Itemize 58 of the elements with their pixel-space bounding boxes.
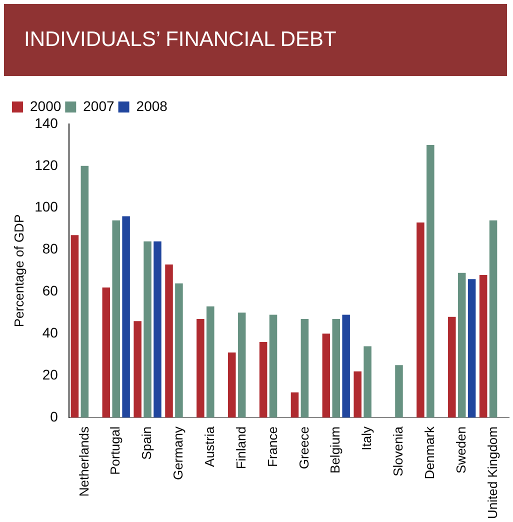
y-tick-label: 140 xyxy=(34,114,58,131)
x-tick-label: Germany xyxy=(170,426,186,480)
y-tick-label: 80 xyxy=(42,240,58,257)
y-tick-label: 40 xyxy=(42,324,58,341)
bar xyxy=(144,241,152,418)
x-tick-label: France xyxy=(264,426,280,467)
x-tick-label: Austria xyxy=(202,426,217,467)
bar xyxy=(269,314,278,418)
x-tick-label: Netherlands xyxy=(76,426,92,497)
y-tick-label: 60 xyxy=(42,282,58,299)
x-tick-label: Spain xyxy=(139,426,154,460)
y-tick-label: 120 xyxy=(34,156,58,173)
bar xyxy=(175,283,183,418)
bar xyxy=(259,342,268,418)
bar xyxy=(122,216,130,418)
bar xyxy=(342,314,350,418)
x-tick-label: Portugal xyxy=(108,426,123,475)
x-tick-label: United Kingdom xyxy=(484,426,500,519)
y-tick-label: 100 xyxy=(34,198,58,215)
bar xyxy=(70,235,79,418)
bar xyxy=(426,144,434,418)
bar xyxy=(196,318,204,418)
bar xyxy=(332,318,340,418)
bar xyxy=(300,318,309,418)
legend-label: 2007 xyxy=(83,98,115,114)
bar xyxy=(290,392,299,418)
y-tick-label: 0 xyxy=(50,408,58,424)
bar xyxy=(458,272,466,418)
bar xyxy=(364,346,372,418)
bar xyxy=(134,321,142,418)
bar xyxy=(489,220,498,418)
bar xyxy=(416,222,424,418)
bar xyxy=(354,371,362,418)
bar xyxy=(112,220,120,418)
bar xyxy=(479,274,488,418)
bar xyxy=(238,312,246,418)
bar xyxy=(206,306,214,418)
legend-label: 2000 xyxy=(30,98,62,114)
chart-title: INDIVIDUALS’ FINANCIAL DEBT xyxy=(4,4,507,76)
x-tick-label: Italy xyxy=(359,426,374,450)
bar xyxy=(165,264,173,418)
x-tick-label: Slovenia xyxy=(390,426,406,476)
bar xyxy=(322,334,330,418)
bar xyxy=(468,279,476,418)
x-tick-label: Denmark xyxy=(422,426,437,480)
y-tick-label: 20 xyxy=(42,366,58,382)
bar xyxy=(102,288,110,418)
x-tick-label: Finland xyxy=(233,426,248,470)
bar xyxy=(154,241,162,418)
x-tick-label: Greece xyxy=(296,426,312,470)
bar xyxy=(228,352,236,418)
bar xyxy=(80,166,89,418)
bar xyxy=(395,365,403,418)
x-tick-label: Belgium xyxy=(328,426,343,474)
bar xyxy=(448,316,456,418)
x-tick-label: Sweden xyxy=(453,426,468,474)
legend-label: 2008 xyxy=(136,98,168,114)
y-axis-title: Percentage of GDP xyxy=(11,214,26,328)
